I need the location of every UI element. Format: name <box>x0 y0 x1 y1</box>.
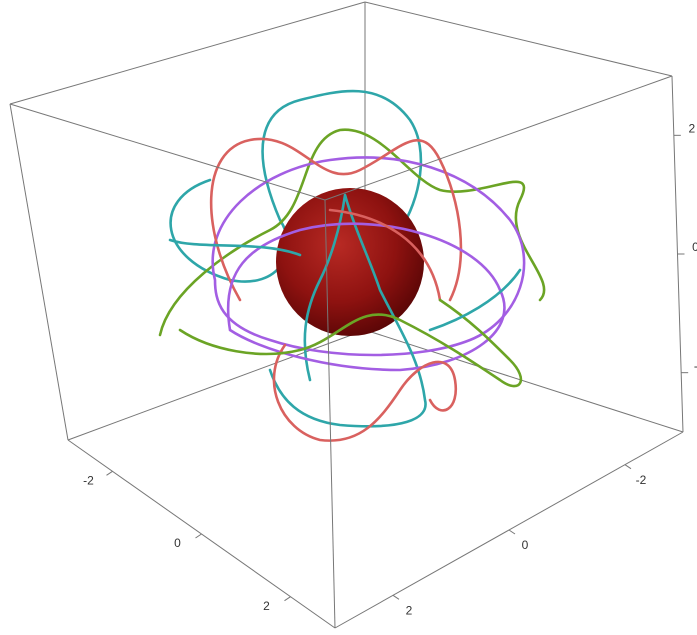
z-tick-label: 0 <box>692 240 697 254</box>
tick-mark <box>106 470 113 476</box>
y-tick-label: 0 <box>522 538 529 552</box>
tick-mark <box>392 594 400 600</box>
x-tick-label: 0 <box>174 536 181 550</box>
x-tick-label: 2 <box>263 599 270 613</box>
z-tick-label: 2 <box>688 122 695 136</box>
y-tick-label: -2 <box>636 473 647 487</box>
tick-mark <box>284 596 291 602</box>
trajectories-front <box>168 193 523 442</box>
z-tick-label: -2 <box>694 359 697 373</box>
tick-mark <box>624 464 632 470</box>
y-tick-label: 2 <box>406 604 413 618</box>
trajectories-back <box>158 89 546 357</box>
tick-mark <box>508 529 516 535</box>
tick-mark <box>195 533 202 539</box>
x-tick-label: -2 <box>83 474 94 488</box>
